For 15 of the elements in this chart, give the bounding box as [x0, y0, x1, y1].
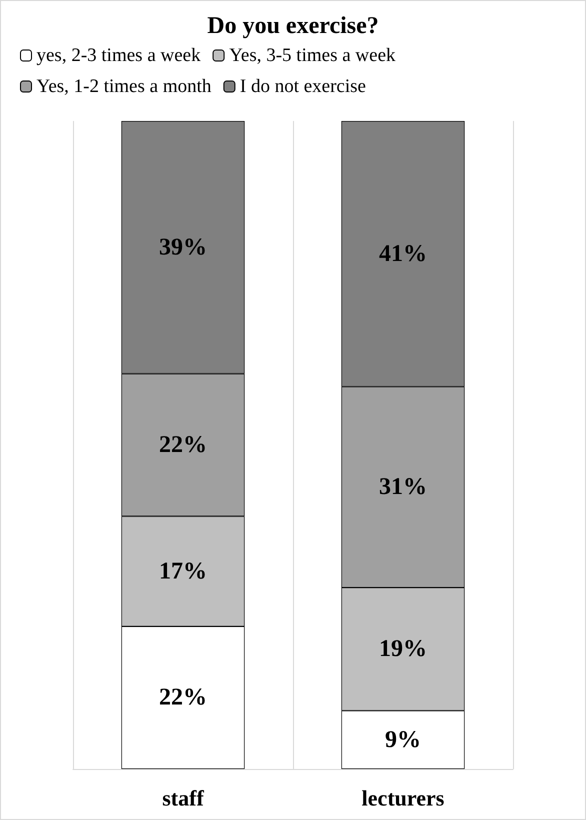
data-label: 39% — [159, 234, 207, 260]
legend-label: Yes, 1-2 times a month — [36, 76, 212, 97]
legend-label: yes, 2-3 times a week — [36, 45, 202, 66]
data-label: 31% — [379, 474, 427, 500]
data-label: 22% — [159, 432, 207, 458]
legend-label: Yes, 3-5 times a week — [229, 45, 396, 66]
data-label: 17% — [159, 558, 207, 584]
data-label: 41% — [379, 240, 427, 267]
legend-label: I do not exercise — [240, 76, 366, 97]
data-label: 22% — [159, 684, 207, 711]
data-label: 9% — [385, 726, 421, 753]
x-tick-label: staff — [162, 786, 204, 810]
data-label: 19% — [379, 636, 427, 662]
x-tick-label: lecturers — [362, 786, 445, 810]
chart-title: Do you exercise? — [207, 13, 379, 39]
